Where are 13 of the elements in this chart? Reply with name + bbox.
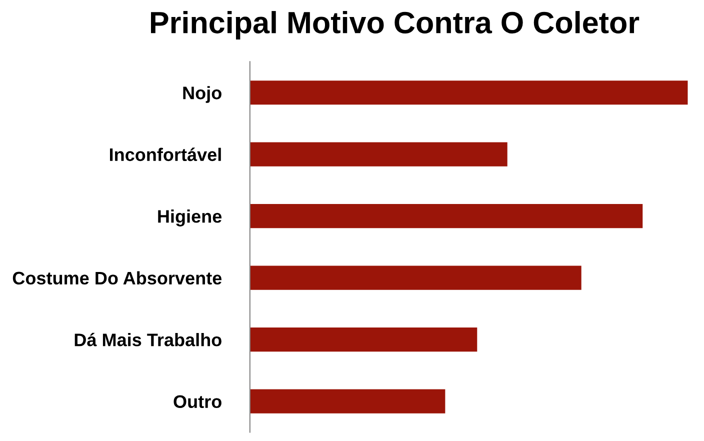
y-tick-label: Nojo (183, 86, 222, 103)
y-tick-label: Higiene (158, 210, 222, 226)
y-tick-label: Inconfortável (110, 148, 221, 162)
bar (250, 266, 582, 290)
bar (250, 204, 643, 228)
y-tick-label: Dá Mais Trabalho (74, 332, 222, 346)
bar (250, 142, 508, 166)
bar (250, 389, 446, 414)
bar (250, 328, 478, 352)
chart-title: Principal Motivo Contra O Coletor (150, 11, 640, 40)
y-tick-label: Outro (174, 395, 222, 408)
bar (250, 80, 688, 105)
y-tick-label: Costume Do Absorvente (12, 271, 222, 285)
